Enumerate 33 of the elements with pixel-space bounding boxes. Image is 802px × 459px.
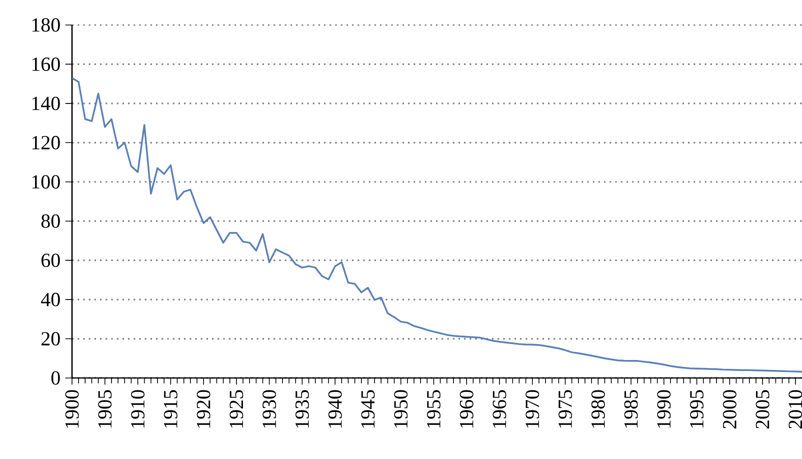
y-tick-label: 180 (32, 18, 60, 32)
y-tick-label: 160 (32, 57, 60, 71)
x-tick-label: 1980 (591, 390, 605, 428)
x-tick-label: 2005 (756, 390, 770, 428)
y-tick-label: 140 (32, 96, 60, 110)
y-tick-label: 40 (41, 292, 60, 306)
x-tick-label: 1975 (558, 390, 572, 428)
x-tick-label: 1950 (394, 390, 408, 428)
y-tick-label: 120 (32, 136, 60, 150)
x-tick-label: 1965 (492, 390, 506, 428)
y-tick-label: 60 (41, 254, 60, 268)
x-tick-label: 1915 (164, 390, 178, 428)
x-tick-label: 1935 (295, 390, 309, 428)
x-tick-label: 1985 (624, 390, 638, 428)
x-tick-label: 1995 (690, 390, 704, 428)
x-tick-label: 1905 (98, 390, 112, 428)
x-tick-label: 1910 (131, 390, 145, 428)
x-tick-label: 1920 (196, 390, 210, 428)
x-tick-label: 1970 (526, 390, 540, 428)
x-tick-label: 1940 (328, 390, 342, 428)
y-tick-label: 20 (42, 332, 60, 346)
x-tick-label: 1990 (657, 390, 671, 428)
y-tick-label: 100 (32, 175, 60, 189)
x-tick-label: 1945 (361, 390, 375, 428)
x-tick-label: 1960 (460, 390, 474, 428)
x-tick-label: 1955 (427, 390, 440, 428)
x-tick-label: 1900 (65, 390, 79, 428)
x-tick-label: 2000 (722, 390, 736, 428)
y-tick-label: 80 (41, 214, 60, 228)
x-tick-label: 1930 (262, 390, 276, 428)
x-tick-label: 1925 (230, 390, 244, 428)
y-tick-label: 0 (51, 371, 60, 385)
x-tick-label: 2010 (788, 390, 802, 428)
